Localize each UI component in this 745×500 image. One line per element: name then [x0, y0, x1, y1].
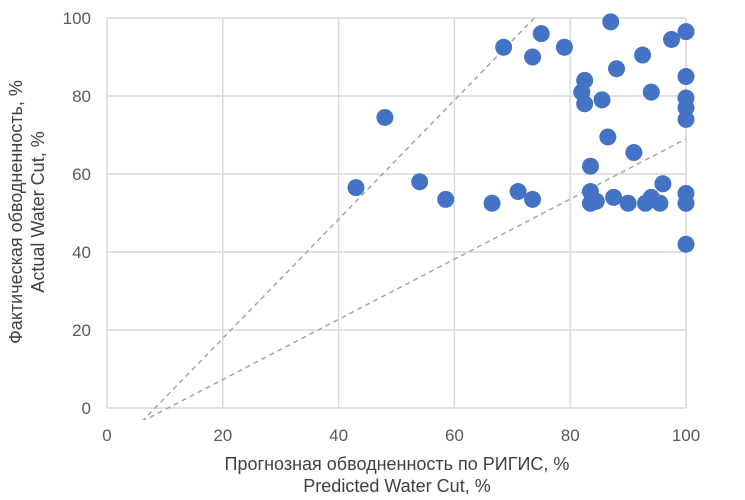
- data-point-13: [576, 71, 594, 89]
- data-point-19: [593, 91, 611, 109]
- y-axis-ticks: 0 20 40 60 80 100: [63, 9, 91, 418]
- data-point-15: [581, 157, 599, 175]
- data-point-6: [495, 38, 513, 56]
- x-tick-label: 0: [102, 426, 111, 445]
- data-point-14: [576, 95, 594, 113]
- data-point-2: [376, 108, 394, 126]
- data-point-30: [651, 194, 669, 212]
- data-point-22: [605, 188, 623, 206]
- y-tick-label: 20: [72, 321, 91, 340]
- data-point-3: [411, 173, 429, 191]
- x-tick-label: 80: [561, 426, 580, 445]
- reference-line-1: [142, 18, 536, 420]
- data-point-20: [599, 128, 617, 146]
- data-point-36: [677, 99, 695, 117]
- x-axis-title-ru: Прогнозная обводненность по РИГИС, %: [225, 454, 570, 474]
- data-point-29: [642, 83, 660, 101]
- y-axis-title-ru: Фактическая обводненность, %: [6, 80, 26, 344]
- x-axis-title-en: Predicted Water Cut, %: [303, 476, 490, 496]
- y-tick-label: 100: [63, 9, 91, 28]
- x-tick-label: 100: [672, 426, 700, 445]
- y-axis-title-en: Actual Water Cut, %: [28, 131, 48, 292]
- y-tick-label: 80: [72, 87, 91, 106]
- x-axis-ticks: 0 20 40 60 80 100: [102, 426, 700, 445]
- data-point-9: [524, 190, 542, 208]
- data-point-23: [608, 60, 626, 78]
- x-tick-label: 20: [213, 426, 232, 445]
- x-tick-label: 40: [329, 426, 348, 445]
- data-point-26: [634, 46, 652, 64]
- data-point-24: [619, 194, 637, 212]
- data-point-5: [483, 194, 501, 212]
- x-tick-label: 60: [445, 426, 464, 445]
- reference-lines: [142, 18, 686, 420]
- data-point-11: [555, 38, 573, 56]
- y-tick-label: 60: [72, 165, 91, 184]
- gridlines: [106, 17, 687, 409]
- data-point-39: [677, 194, 695, 212]
- data-point-7: [509, 183, 527, 201]
- reference-line-2: [143, 138, 686, 420]
- data-point-31: [654, 175, 672, 193]
- data-point-10: [532, 25, 550, 43]
- data-point-37: [677, 110, 695, 128]
- data-point-40: [677, 235, 695, 253]
- data-point-8: [524, 48, 542, 66]
- y-tick-label: 40: [72, 243, 91, 262]
- data-point-32: [663, 30, 681, 48]
- data-points: [347, 13, 695, 253]
- data-point-34: [677, 68, 695, 85]
- data-point-25: [625, 144, 643, 162]
- data-point-21: [602, 13, 620, 31]
- data-point-1: [347, 179, 365, 197]
- data-point-4: [437, 190, 455, 208]
- data-point-33: [677, 23, 695, 41]
- y-tick-label: 0: [82, 399, 91, 418]
- data-point-18: [587, 192, 605, 210]
